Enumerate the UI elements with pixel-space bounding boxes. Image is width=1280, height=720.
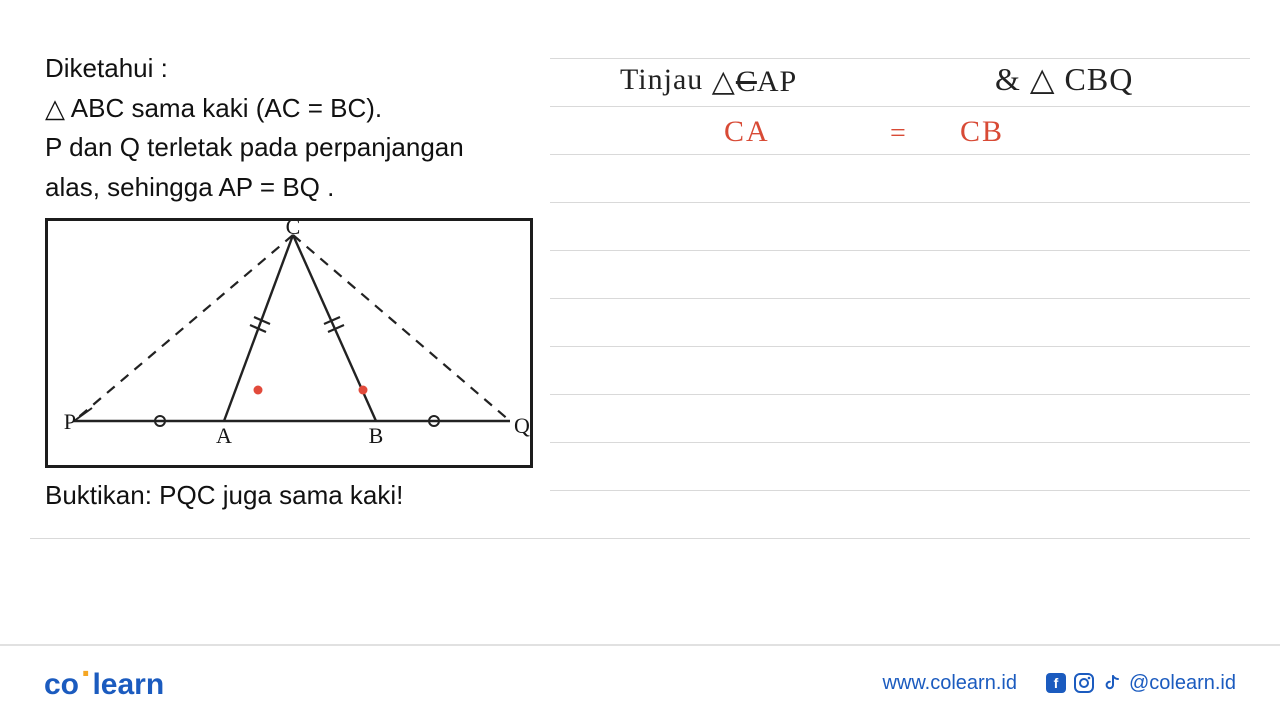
problem-line-4: alas, sehingga AP = BQ . xyxy=(45,169,565,207)
instagram-icon xyxy=(1073,672,1095,694)
hw-amp: & △ CBQ xyxy=(995,61,1133,97)
label-c: C xyxy=(286,221,301,239)
hw-triangle-cap: △CAP xyxy=(712,64,797,99)
footer-right: www.colearn.id f @colearn.id xyxy=(882,672,1236,695)
problem-conclusion: Buktikan: PQC juga sama kaki! xyxy=(45,480,403,511)
problem-line-1: Diketahui : xyxy=(45,50,565,88)
logo-learn: learn xyxy=(92,668,164,701)
footer-url: www.colearn.id xyxy=(882,672,1017,695)
footer-bar: co.learn www.colearn.id f @colearn.id xyxy=(0,644,1280,720)
logo-dot-icon: . xyxy=(79,646,92,684)
hw-eq-mid: = xyxy=(890,118,906,150)
triangle-diagram: C P A B Q xyxy=(48,221,536,471)
hw-eq-left: CA xyxy=(724,115,770,149)
problem-statement: Diketahui : △ ABC sama kaki (AC = BC). P… xyxy=(45,50,565,209)
handwriting-line-1b: & △ CBQ xyxy=(995,60,1133,98)
hw-eq-right: CB xyxy=(960,115,1004,149)
problem-line-2: △ ABC sama kaki (AC = BC). xyxy=(45,90,565,128)
colearn-logo: co.learn xyxy=(44,664,164,703)
label-q: Q xyxy=(514,413,530,438)
social-handle-group: f @colearn.id xyxy=(1045,672,1236,695)
tiktok-icon xyxy=(1101,672,1123,694)
diagram-box: C P A B Q xyxy=(45,218,533,468)
handwriting-line-1: Tinjau △CAP xyxy=(620,62,797,97)
hw-tinjau: Tinjau xyxy=(620,63,712,96)
facebook-icon: f xyxy=(1045,672,1067,694)
label-p: P xyxy=(64,409,76,434)
label-b: B xyxy=(369,423,384,448)
footer-handle: @colearn.id xyxy=(1129,672,1236,695)
label-a: A xyxy=(216,423,232,448)
problem-line-3: P dan Q terletak pada perpanjangan xyxy=(45,129,565,167)
logo-co: co xyxy=(44,668,79,701)
svg-text:f: f xyxy=(1054,675,1059,691)
